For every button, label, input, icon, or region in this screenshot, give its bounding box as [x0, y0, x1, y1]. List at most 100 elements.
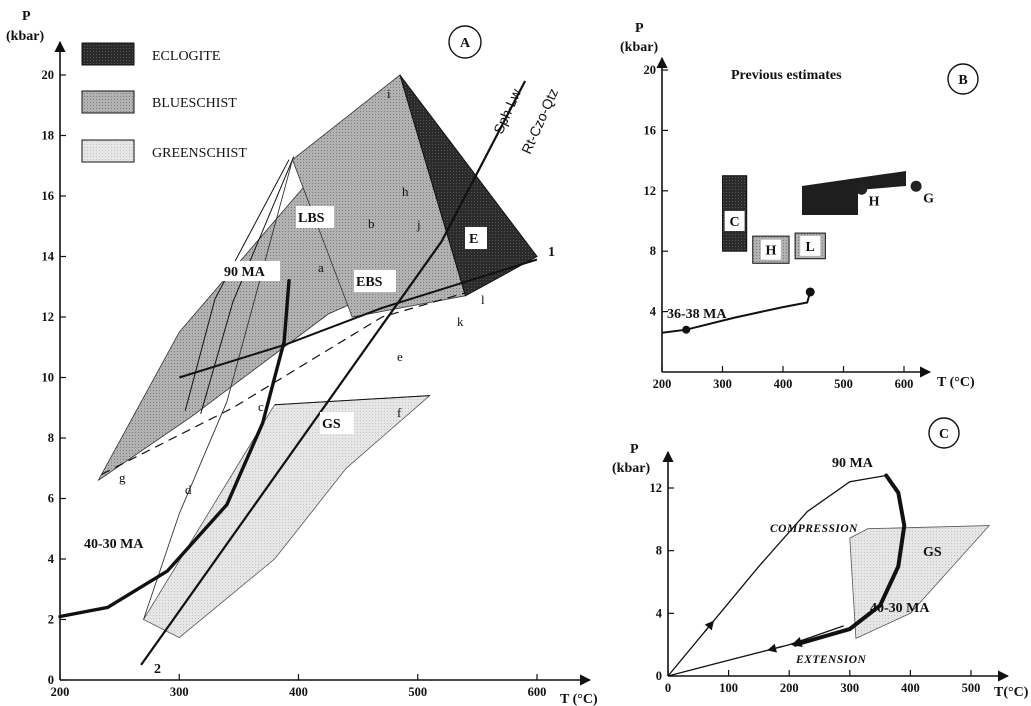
label-b: b	[368, 216, 375, 231]
label-j: j	[416, 217, 421, 232]
label-a: a	[318, 260, 324, 275]
panel-a-y-tick-label: 16	[42, 189, 55, 203]
panel-a-x-tick-label: 600	[528, 685, 547, 699]
panel-a-y-tick-label: 18	[42, 129, 55, 143]
field-eclogite	[399, 74, 538, 297]
panel-b-x-tick-label: 600	[895, 377, 914, 391]
panel-a-y-tick-label: 6	[48, 492, 54, 506]
panel-c-x-tick-label: 500	[962, 681, 981, 695]
panel-b-x-title: T (°C)	[937, 375, 975, 390]
estimate-point-h	[856, 183, 868, 195]
label-e: E	[469, 232, 478, 247]
label-h: h	[402, 184, 409, 199]
panel-b-title: Previous estimates	[731, 68, 842, 83]
curve-end-point	[805, 287, 815, 297]
label-k: k	[457, 314, 464, 329]
label-40-30-ma: 40-30 MA	[84, 537, 144, 552]
panel-c-badge	[928, 417, 960, 449]
label-bg-ebs	[354, 270, 396, 292]
panel-a-x-tick-label: 200	[51, 685, 70, 699]
panel-a-x-tick-label: 500	[408, 685, 427, 699]
panel-b-y-title-unit: (kbar)	[620, 40, 658, 55]
label-90-ma: 90 MA	[224, 265, 266, 280]
panel-a-y-tick-label: 14	[42, 250, 55, 264]
extension-arrow	[767, 643, 784, 653]
label-d: d	[185, 482, 192, 497]
panel-a-y-tick-label: 2	[48, 613, 54, 627]
panel-a-y-tick-label: 0	[48, 673, 54, 687]
label-line-2: 2	[154, 662, 161, 677]
label-bg-90ma	[222, 261, 280, 281]
legend-swatch-greenschist	[81, 139, 135, 163]
panel-a-y-tick-label: 8	[48, 431, 54, 445]
panel-a-y-tick-label: 12	[42, 310, 55, 324]
panel-a-y-tick-label: 10	[42, 371, 55, 385]
label-bg-gs	[320, 412, 354, 434]
panel-c-x-tick-label: 400	[901, 681, 920, 695]
panel-c-path-arrows	[703, 620, 814, 653]
estimate-point-label: H	[869, 194, 880, 209]
label-g: g	[119, 470, 126, 485]
line-1	[179, 258, 538, 379]
estimate-box-label: H	[765, 244, 776, 259]
legend: ECLOGITE BLUESCHIST GREENSCHIST	[81, 42, 247, 163]
path-40-30-ma-c	[793, 473, 907, 647]
panel-b-x-tick-label: 500	[834, 377, 853, 391]
label-40-30-ma-c: 40-30 MA	[870, 601, 930, 616]
panel-c-y-tick-label: 12	[650, 481, 663, 495]
panel-c-x-title: T(°C)	[994, 685, 1029, 700]
label-lbs: LBS	[298, 211, 325, 226]
panel-b-x-tick-label: 300	[713, 377, 732, 391]
panel-c-y-title-p: P	[630, 442, 639, 457]
legend-swatch-eclogite	[81, 42, 135, 66]
retrograde-arrow	[791, 636, 814, 648]
legend-label-greenschist: GREENSCHIST	[152, 146, 247, 161]
panel-c-x-tick-label: 100	[719, 681, 738, 695]
panel-a-x-title: T (°C)	[560, 692, 598, 706]
label-ebs: EBS	[356, 275, 383, 290]
estimate-point-label: G	[923, 191, 934, 206]
line-sph-lw	[140, 80, 527, 666]
panel-a-y-title-unit: (kbar)	[6, 29, 44, 44]
compression-arrow	[703, 620, 715, 633]
panel-a-letter: A	[460, 36, 471, 51]
panel-c-y-tick-label: 8	[656, 544, 662, 558]
panel-a-y-tick-label: 20	[42, 68, 55, 82]
path-compression	[667, 474, 887, 677]
label-sph-lw: Sph-Lw	[490, 86, 524, 137]
label-bg-lbs	[296, 206, 334, 228]
panel-a-y-title-p: P	[22, 9, 31, 24]
label-i: i	[387, 86, 391, 101]
label-line-1: 1	[548, 245, 555, 260]
label-rt-czo-qtz: Rt-Czo-Qtz	[518, 86, 561, 156]
panel-c-letter: C	[939, 427, 949, 442]
panel-c-y-tick-label: 0	[656, 669, 662, 683]
panel-a-x-tick-label: 400	[289, 685, 308, 699]
panel-b-y-title-p: P	[635, 21, 644, 36]
panel-c: 0 100 200 300 400 500 0 4 8 12 P (kbar) T(°C) C 9…	[612, 417, 1029, 700]
panel-c-x-tick-label: 0	[665, 681, 671, 695]
estimate-box-label: L	[806, 240, 815, 255]
panel-b-letter: B	[958, 73, 967, 88]
panel-a-x-tick-label: 300	[170, 685, 189, 699]
line-f	[274, 395, 430, 406]
estimate-chip	[800, 235, 821, 256]
panel-a-ticks: 200 300 400 500 600 0 2 4 6 8 10 12 14 16 18 20	[42, 68, 547, 699]
estimate-chip	[760, 239, 781, 260]
line-b	[200, 156, 295, 414]
panel-b-ticks: 200 300 400 500 600 4 8 12 16 20	[644, 63, 914, 391]
curve-start-point	[682, 325, 691, 334]
path-36-38-ma	[661, 291, 812, 334]
label-90-ma-c: 90 MA	[832, 456, 874, 471]
panel-b-x-tick-label: 200	[653, 377, 672, 391]
label-f: f	[397, 405, 402, 420]
panel-b-x-tick-label: 400	[774, 377, 793, 391]
line-g	[101, 292, 466, 475]
estimate-chip	[724, 211, 745, 231]
path-extension	[667, 625, 844, 677]
label-gs-c: GS	[923, 545, 942, 560]
panel-c-y-tick-label: 4	[656, 606, 663, 620]
